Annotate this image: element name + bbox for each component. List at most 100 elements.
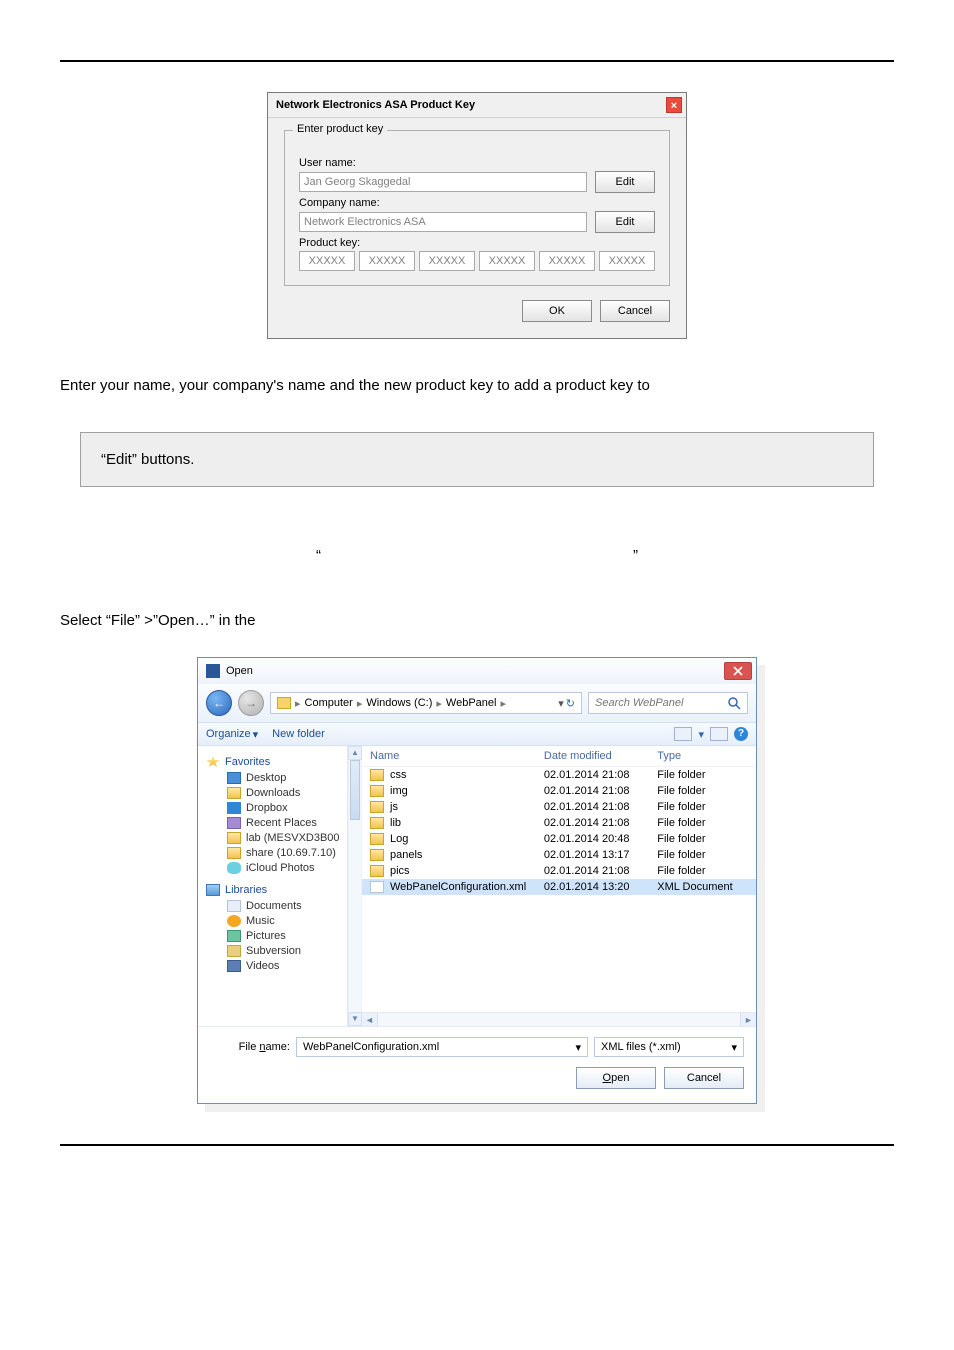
open-close-button[interactable] — [724, 662, 752, 680]
key-box-4[interactable] — [479, 251, 535, 271]
file-date: 02.01.2014 20:48 — [544, 833, 657, 845]
open-dialog: Open ← → ▸ Computer ▸ Windows (C:) ▸ Web… — [197, 657, 757, 1104]
sidebar-item[interactable]: Pictures — [220, 930, 343, 942]
filename-input[interactable]: WebPanelConfiguration.xml ▾ — [296, 1037, 588, 1057]
item-icon — [227, 832, 241, 844]
cancel-button[interactable]: Cancel — [600, 300, 670, 322]
key-box-2[interactable] — [359, 251, 415, 271]
breadcrumb[interactable]: ▸ Computer ▸ Windows (C:) ▸ WebPanel ▸ ▾… — [270, 692, 582, 714]
scroll-left-icon[interactable]: ◄ — [362, 1013, 378, 1026]
chevron-down-icon[interactable]: ▾ — [731, 1041, 737, 1054]
scroll-right-icon[interactable]: ► — [740, 1013, 756, 1026]
file-row[interactable]: Log 02.01.2014 20:48 File folder — [362, 831, 756, 847]
open-button[interactable]: Open — [576, 1067, 656, 1089]
open-cancel-button[interactable]: Cancel — [664, 1067, 744, 1089]
sidebar-item-label: Videos — [246, 960, 279, 972]
file-name: pics — [390, 865, 410, 877]
sidebar-item[interactable]: iCloud Photos — [220, 862, 343, 874]
file-date: 02.01.2014 21:08 — [544, 817, 657, 829]
fieldset-legend: Enter product key — [293, 123, 387, 135]
chevron-down-icon: ▾ — [253, 728, 259, 741]
sidebar-item[interactable]: Recent Places — [220, 817, 343, 829]
company-input[interactable] — [299, 212, 587, 232]
file-icon — [370, 849, 384, 861]
file-date: 02.01.2014 21:08 — [544, 801, 657, 813]
file-row[interactable]: js 02.01.2014 21:08 File folder — [362, 799, 756, 815]
file-icon — [370, 801, 384, 813]
item-icon — [227, 802, 241, 814]
sidebar-item[interactable]: share (10.69.7.10) — [220, 847, 343, 859]
scroll-track[interactable] — [378, 1013, 740, 1026]
search-box[interactable] — [588, 692, 748, 714]
sidebar-item[interactable]: Music — [220, 915, 343, 927]
username-input[interactable] — [299, 172, 587, 192]
search-icon[interactable] — [727, 696, 741, 710]
refresh-icon[interactable]: ↻ — [566, 697, 575, 710]
close-icon[interactable]: × — [666, 97, 682, 113]
file-row[interactable]: lib 02.01.2014 21:08 File folder — [362, 815, 756, 831]
key-box-5[interactable] — [539, 251, 595, 271]
column-date[interactable]: Date modified — [544, 750, 657, 762]
file-row[interactable]: img 02.01.2014 21:08 File folder — [362, 783, 756, 799]
view-options-button[interactable] — [674, 727, 692, 741]
file-row[interactable]: pics 02.01.2014 21:08 File folder — [362, 863, 756, 879]
key-box-6[interactable] — [599, 251, 655, 271]
sidebar-item[interactable]: Desktop — [220, 772, 343, 784]
crumb-2[interactable]: Windows (C:) — [366, 697, 432, 709]
chevron-down-icon[interactable]: ▾ — [698, 728, 704, 741]
filter-select[interactable]: XML files (*.xml) ▾ — [594, 1037, 744, 1057]
sidebar: Favorites Desktop Downloads Dropbox Recent … — [198, 746, 348, 1026]
sidebar-favorites-header[interactable]: Favorites — [206, 756, 343, 768]
sidebar-scrollbar[interactable]: ▲ ▼ — [348, 746, 362, 1026]
help-icon[interactable]: ? — [734, 727, 748, 741]
scroll-down-icon[interactable]: ▼ — [348, 1012, 362, 1026]
filename-label: File name: — [210, 1041, 290, 1053]
nav-forward-button[interactable]: → — [238, 690, 264, 716]
item-icon — [227, 930, 241, 942]
crumb-3[interactable]: WebPanel — [446, 697, 497, 709]
key-box-3[interactable] — [419, 251, 475, 271]
file-icon — [370, 881, 384, 893]
column-name[interactable]: Name — [370, 750, 544, 762]
sidebar-item-label: Desktop — [246, 772, 286, 784]
item-icon — [227, 787, 241, 799]
file-pane: Name Date modified Type css 02.01.2014 2… — [362, 746, 756, 1026]
horizontal-scrollbar[interactable]: ◄ ► — [362, 1012, 756, 1026]
open-footer: File name: WebPanelConfiguration.xml ▾ X… — [198, 1026, 756, 1103]
new-folder-button[interactable]: New folder — [272, 728, 325, 741]
chevron-down-icon[interactable]: ▾ — [558, 697, 564, 710]
scroll-up-icon[interactable]: ▲ — [348, 746, 362, 760]
sidebar-item-label: lab (MESVXD3B00 — [246, 832, 340, 844]
sidebar-libraries-header[interactable]: Libraries — [206, 884, 343, 896]
sidebar-item[interactable]: Documents — [220, 900, 343, 912]
breadcrumb-sep: ▸ — [295, 697, 301, 710]
file-row[interactable]: WebPanelConfiguration.xml 02.01.2014 13:… — [362, 879, 756, 895]
breadcrumb-sep: ▸ — [500, 697, 506, 710]
file-icon — [370, 865, 384, 877]
ok-button[interactable]: OK — [522, 300, 592, 322]
sidebar-item[interactable]: Dropbox — [220, 802, 343, 814]
preview-pane-button[interactable] — [710, 727, 728, 741]
crumb-1[interactable]: Computer — [305, 697, 353, 709]
right-quote: ” — [633, 547, 638, 564]
chevron-down-icon[interactable]: ▾ — [575, 1041, 581, 1054]
column-type[interactable]: Type — [657, 750, 748, 762]
scroll-thumb[interactable] — [350, 760, 360, 820]
sidebar-item[interactable]: Downloads — [220, 787, 343, 799]
sidebar-item[interactable]: lab (MESVXD3B00 — [220, 832, 343, 844]
sidebar-item[interactable]: Subversion — [220, 945, 343, 957]
organize-button[interactable]: Organize ▾ — [206, 728, 258, 741]
company-edit-button[interactable]: Edit — [595, 211, 655, 233]
sidebar-item-label: share (10.69.7.10) — [246, 847, 336, 859]
file-row[interactable]: panels 02.01.2014 13:17 File folder — [362, 847, 756, 863]
search-input[interactable] — [595, 697, 723, 709]
sidebar-item-label: Downloads — [246, 787, 300, 799]
product-key-dialog: Network Electronics ASA Product Key × En… — [267, 92, 687, 339]
file-row[interactable]: css 02.01.2014 21:08 File folder — [362, 767, 756, 783]
key-box-1[interactable] — [299, 251, 355, 271]
username-edit-button[interactable]: Edit — [595, 171, 655, 193]
sidebar-item[interactable]: Videos — [220, 960, 343, 972]
nav-back-button[interactable]: ← — [206, 690, 232, 716]
item-icon — [227, 847, 241, 859]
file-name: lib — [390, 817, 401, 829]
